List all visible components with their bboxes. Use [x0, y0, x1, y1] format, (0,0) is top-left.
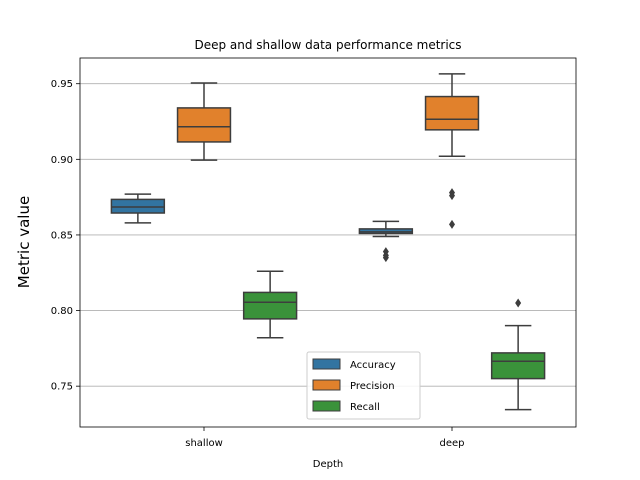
legend-label-accuracy: Accuracy — [350, 360, 396, 371]
y-axis-label: Metric value — [15, 196, 33, 288]
box-iqr — [110, 198, 166, 214]
grid-lines — [80, 83, 576, 387]
chart-title: Deep and shallow data performance metric… — [194, 38, 461, 52]
x-axis-label: Depth — [313, 459, 343, 470]
legend-label-precision: Precision — [350, 381, 395, 392]
box-precision-deep — [424, 73, 480, 229]
box-accuracy-shallow — [110, 193, 166, 224]
box-iqr — [242, 291, 298, 320]
plot-frame — [79, 57, 577, 428]
x-tick-label: shallow — [185, 438, 223, 449]
outlier-point — [449, 219, 455, 229]
legend-swatch-recall — [312, 400, 341, 412]
legend-swatch-accuracy — [312, 358, 341, 370]
box-series — [110, 73, 546, 411]
legend-swatch-precision — [312, 379, 341, 391]
box-precision-shallow — [176, 82, 232, 161]
box-recall-shallow — [242, 270, 298, 339]
y-tick-label: 0.80 — [51, 306, 73, 317]
legend: Accuracy Precision Recall — [306, 351, 421, 420]
y-tick-label: 0.85 — [51, 230, 73, 241]
outlier-point — [382, 253, 389, 263]
outlier-point — [515, 298, 522, 308]
axes: 0.75 0.80 0.85 0.90 0.95 shallow deep — [51, 79, 465, 449]
legend-label-recall: Recall — [350, 402, 380, 413]
box-iqr — [358, 228, 414, 235]
box-iqr — [176, 107, 232, 143]
box-accuracy-deep — [358, 220, 414, 263]
y-tick-label: 0.95 — [51, 79, 73, 90]
box-recall-deep — [490, 298, 546, 411]
x-tick-label: deep — [440, 438, 465, 449]
box-iqr — [490, 352, 546, 380]
y-tick-label: 0.90 — [51, 155, 73, 166]
box-iqr — [424, 95, 480, 131]
outlier-point — [449, 191, 455, 201]
y-tick-label: 0.75 — [51, 382, 73, 393]
